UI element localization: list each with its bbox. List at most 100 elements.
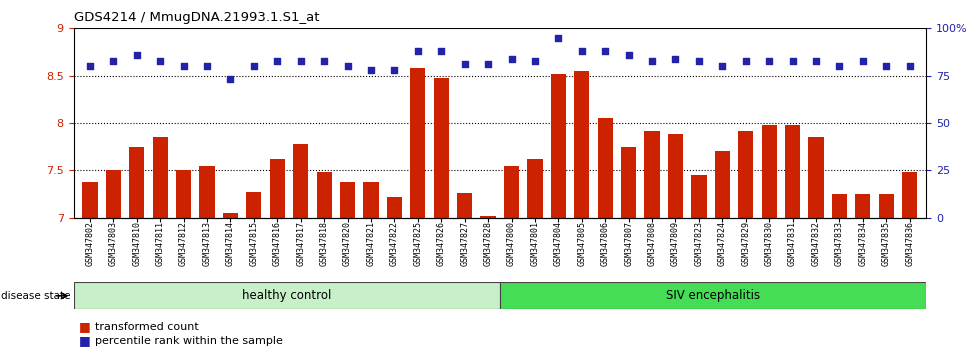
- Text: GSM347815: GSM347815: [249, 221, 259, 266]
- Text: ■: ■: [78, 320, 90, 333]
- Bar: [645, 131, 660, 218]
- Text: GSM347803: GSM347803: [109, 221, 118, 266]
- Bar: [621, 147, 636, 218]
- Text: transformed count: transformed count: [95, 322, 199, 332]
- Point: [855, 58, 870, 63]
- Point: [222, 76, 238, 82]
- Bar: [832, 194, 847, 218]
- Point: [175, 63, 191, 69]
- Text: GSM347820: GSM347820: [343, 221, 352, 266]
- Point: [644, 58, 660, 63]
- Bar: [82, 182, 97, 218]
- Bar: [293, 144, 309, 218]
- Text: SIV encephalitis: SIV encephalitis: [665, 289, 760, 302]
- Text: GSM347812: GSM347812: [179, 221, 188, 266]
- Text: GSM347807: GSM347807: [624, 221, 633, 266]
- Bar: [176, 170, 191, 218]
- Text: GSM347822: GSM347822: [390, 221, 399, 266]
- Bar: [340, 182, 355, 218]
- Point: [82, 63, 98, 69]
- Point: [878, 63, 894, 69]
- Text: GDS4214 / MmugDNA.21993.1.S1_at: GDS4214 / MmugDNA.21993.1.S1_at: [74, 11, 319, 24]
- Text: GSM347832: GSM347832: [811, 221, 820, 266]
- Bar: [364, 182, 378, 218]
- Bar: [317, 172, 332, 218]
- Point: [551, 35, 566, 41]
- Point: [106, 58, 122, 63]
- Text: GSM347804: GSM347804: [554, 221, 563, 266]
- Text: GSM347802: GSM347802: [85, 221, 94, 266]
- Bar: [433, 78, 449, 218]
- Text: GSM347817: GSM347817: [296, 221, 305, 266]
- Bar: [879, 194, 894, 218]
- Text: GSM347818: GSM347818: [319, 221, 328, 266]
- Bar: [903, 172, 917, 218]
- Point: [902, 63, 917, 69]
- Bar: [761, 125, 777, 218]
- Text: GSM347821: GSM347821: [367, 221, 375, 266]
- Point: [785, 58, 801, 63]
- Point: [574, 48, 590, 54]
- Bar: [500, 282, 926, 309]
- Point: [199, 63, 215, 69]
- Point: [504, 56, 519, 62]
- Point: [293, 58, 309, 63]
- Point: [761, 58, 777, 63]
- Text: GSM347830: GSM347830: [764, 221, 773, 266]
- Bar: [504, 166, 519, 218]
- Bar: [129, 147, 144, 218]
- Text: healthy control: healthy control: [242, 289, 331, 302]
- Bar: [551, 74, 566, 218]
- Text: GSM347809: GSM347809: [671, 221, 680, 266]
- Bar: [199, 166, 215, 218]
- Text: GSM347806: GSM347806: [601, 221, 610, 266]
- Point: [317, 58, 332, 63]
- Bar: [387, 197, 402, 218]
- Text: GSM347826: GSM347826: [437, 221, 446, 266]
- Bar: [785, 125, 801, 218]
- Text: GSM347824: GSM347824: [717, 221, 727, 266]
- Text: GSM347823: GSM347823: [695, 221, 704, 266]
- Text: GSM347835: GSM347835: [882, 221, 891, 266]
- Text: GSM347816: GSM347816: [272, 221, 282, 266]
- Text: disease state: disease state: [1, 291, 71, 301]
- Text: GSM347829: GSM347829: [741, 221, 751, 266]
- Bar: [738, 131, 754, 218]
- Bar: [153, 137, 168, 218]
- Text: GSM347811: GSM347811: [156, 221, 165, 266]
- Text: GSM347828: GSM347828: [483, 221, 493, 266]
- Text: GSM347814: GSM347814: [226, 221, 235, 266]
- Text: GSM347800: GSM347800: [507, 221, 516, 266]
- Bar: [856, 194, 870, 218]
- Bar: [691, 175, 707, 218]
- Bar: [598, 118, 612, 218]
- Bar: [527, 159, 543, 218]
- Point: [527, 58, 543, 63]
- Bar: [457, 193, 472, 218]
- Point: [129, 52, 145, 58]
- Bar: [667, 135, 683, 218]
- Point: [714, 63, 730, 69]
- Text: GSM347833: GSM347833: [835, 221, 844, 266]
- Text: GSM347831: GSM347831: [788, 221, 797, 266]
- Point: [620, 52, 636, 58]
- Text: GSM347805: GSM347805: [577, 221, 586, 266]
- Bar: [74, 282, 500, 309]
- Text: GSM347810: GSM347810: [132, 221, 141, 266]
- Point: [364, 67, 379, 73]
- Text: GSM347834: GSM347834: [858, 221, 867, 266]
- Point: [480, 62, 496, 67]
- Text: GSM347827: GSM347827: [461, 221, 469, 266]
- Point: [808, 58, 824, 63]
- Point: [410, 48, 425, 54]
- Text: GSM347808: GSM347808: [648, 221, 657, 266]
- Point: [832, 63, 848, 69]
- Point: [738, 58, 754, 63]
- Bar: [222, 213, 238, 218]
- Text: GSM347813: GSM347813: [203, 221, 212, 266]
- Point: [340, 63, 356, 69]
- Bar: [714, 152, 730, 218]
- Bar: [808, 137, 823, 218]
- Text: GSM347836: GSM347836: [906, 221, 914, 266]
- Bar: [106, 170, 121, 218]
